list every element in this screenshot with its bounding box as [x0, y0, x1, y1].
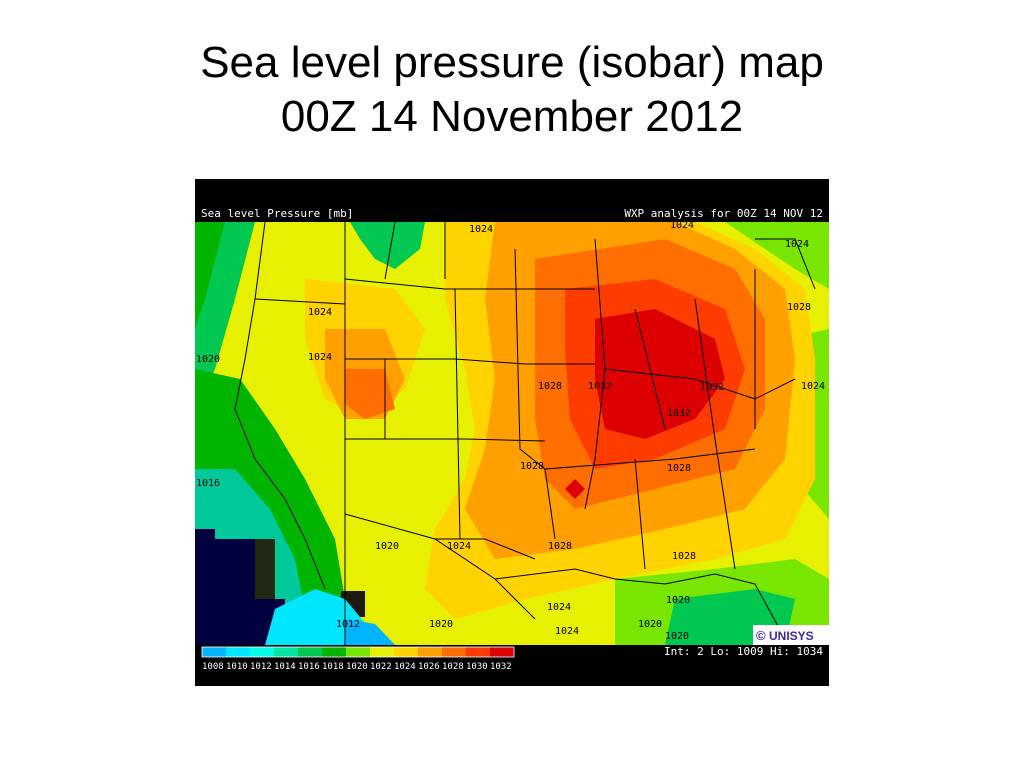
- map-header-left: Sea level Pressure [mb]: [201, 207, 353, 220]
- contour-label: 1016: [196, 478, 220, 489]
- contour-label: 1032: [588, 381, 612, 392]
- unisys-logo: © UNISYS: [753, 625, 829, 645]
- contour-label: 1028: [520, 461, 544, 472]
- contour-label: 1020: [375, 541, 399, 552]
- legend-label: 1010: [226, 662, 248, 672]
- contour-label: 1020: [666, 595, 690, 606]
- contour-label: 1028: [672, 551, 696, 562]
- legend-swatch: [274, 647, 298, 657]
- legend-swatch: [418, 647, 442, 657]
- contour-label: 1032: [700, 382, 724, 393]
- legend-label: 1026: [418, 662, 440, 672]
- contour-label: 1024: [801, 381, 825, 392]
- map-header-right: WXP analysis for 00Z 14 NOV 12: [624, 207, 823, 220]
- legend-swatch: [298, 647, 322, 657]
- contour-label: 1024: [785, 239, 809, 250]
- legend-swatch: [442, 647, 466, 657]
- legend-swatch: [394, 647, 418, 657]
- contour-label: 1024: [308, 307, 332, 318]
- contour-label: 1020: [429, 619, 453, 630]
- contour-label: 1032: [667, 408, 691, 419]
- contour-label: 1024: [670, 220, 694, 231]
- contour-label: 1024: [547, 602, 571, 613]
- contour-labels: 1024 1024 1024 1024 1028 1024 1020 1028 …: [196, 220, 825, 642]
- map-footer-info: Int: 2 Lo: 1009 Hi: 1034: [664, 645, 823, 658]
- legend-labels: 1008 1010 1012 1014 1016 1018 1020 1022 1024 1026…: [202, 662, 512, 672]
- title-line-2: 00Z 14 November 2012: [280, 92, 744, 141]
- legend-label: 1022: [370, 662, 392, 672]
- contour-label: 1028: [548, 541, 572, 552]
- contour-label: 1012: [336, 619, 360, 630]
- legend-label: 1020: [346, 662, 368, 672]
- contour-label: 1028: [538, 381, 562, 392]
- contour-label: 1024: [308, 352, 332, 363]
- color-legend: [201, 646, 515, 658]
- contour-label: 1028: [787, 302, 811, 313]
- contour-label: 1020: [665, 631, 689, 642]
- contour-label: 1028: [667, 463, 691, 474]
- legend-label: 1024: [394, 662, 416, 672]
- legend-label: 1032: [490, 662, 512, 672]
- legend-label: 1028: [442, 662, 464, 672]
- legend-label: 1014: [274, 662, 296, 672]
- legend-swatch: [346, 647, 370, 657]
- legend-outline: [201, 646, 515, 658]
- legend-label: 1018: [322, 662, 344, 672]
- legend-label: 1030: [466, 662, 488, 672]
- logo-text: UNISYS: [769, 629, 814, 643]
- boundary-lines: [234, 222, 816, 645]
- contour-label: 1024: [555, 626, 579, 637]
- pressure-map: Sea level Pressure [mb] WXP analysis for…: [195, 179, 829, 686]
- legend-swatch: [226, 647, 250, 657]
- legend-swatch: [490, 647, 514, 657]
- legend-swatch: [322, 647, 346, 657]
- legend-swatch: [370, 647, 394, 657]
- pressure-field: [195, 222, 829, 645]
- pressure-map-svg: Sea level Pressure [mb] WXP analysis for…: [195, 179, 829, 686]
- contour-label: 1020: [638, 619, 662, 630]
- contour-label: 1024: [447, 541, 471, 552]
- contour-label: 1020: [196, 354, 220, 365]
- slide-title: Sea level pressure (isobar) map 00Z 14 N…: [0, 36, 1024, 144]
- copyright-icon: ©: [756, 628, 766, 643]
- legend-swatch: [250, 647, 274, 657]
- legend-label: 1008: [202, 662, 224, 672]
- legend-swatch: [202, 647, 226, 657]
- contour-label: 1024: [469, 224, 493, 235]
- legend-label: 1012: [250, 662, 272, 672]
- legend-label: 1016: [298, 662, 320, 672]
- legend-swatch: [466, 647, 490, 657]
- title-line-1: Sea level pressure (isobar) map: [200, 38, 824, 87]
- map-header-bar: [195, 179, 829, 222]
